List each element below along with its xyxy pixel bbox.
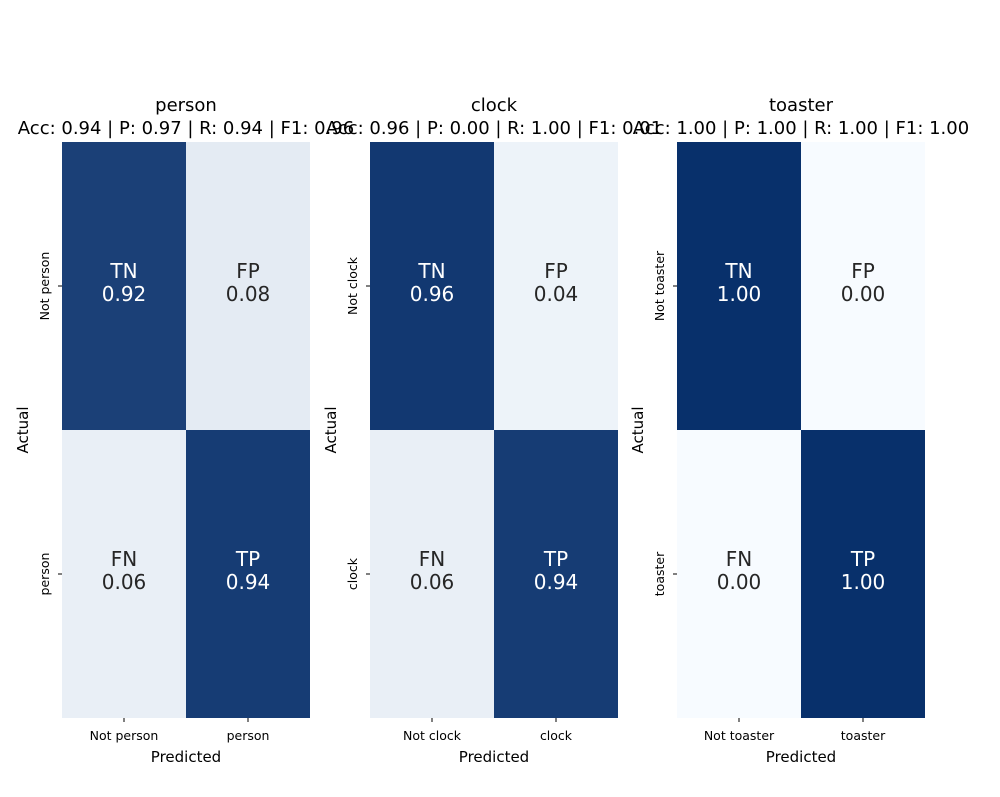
y-tick-label: clock [345,557,360,590]
y-axis-label: Actual [322,407,340,454]
y-tick-label: Not clock [345,256,360,315]
heatmap-cell-tn [677,142,801,430]
x-axis-label: Predicted [459,748,529,766]
cell-annotation: TP 1.00 [841,547,886,594]
cell-annotation: FP 0.04 [534,259,579,306]
x-tick-label: Not clock [403,728,462,743]
heatmap-cell-fp [801,142,925,430]
x-tick-label: person [227,728,270,743]
panel-title: person [155,95,217,116]
x-tick-label: Not toaster [704,728,775,743]
panel-title: clock [471,95,518,116]
y-tick-label: Not toaster [652,250,667,321]
x-tick-label: toaster [841,728,886,743]
panel-metrics-subtitle: Acc: 1.00 | P: 1.00 | R: 1.00 | F1: 1.00 [633,118,969,139]
y-tick-label: person [37,553,52,596]
heatmap-cell-fn [370,430,494,718]
x-tick-label: clock [540,728,573,743]
x-tick-label: Not person [90,728,159,743]
y-axis-label: Actual [14,407,32,454]
cell-annotation: FN 0.00 [717,547,762,594]
cell-annotation: FP 0.08 [226,259,271,306]
heatmap-cell-tp [186,430,310,718]
y-tick-label: toaster [652,551,667,596]
y-tick-label: Not person [37,252,52,321]
y-axis-label: Actual [629,407,647,454]
cell-annotation: TN 0.92 [102,259,147,306]
heatmap-cell-fn [62,430,186,718]
heatmap-cell-fp [186,142,310,430]
x-axis-label: Predicted [766,748,836,766]
cell-annotation: FN 0.06 [102,547,147,594]
heatmap-cell-fp [494,142,618,430]
x-axis-label: Predicted [151,748,221,766]
panel-metrics-subtitle: Acc: 0.96 | P: 0.00 | R: 1.00 | F1: 0.01 [326,118,662,139]
cell-annotation: TP 0.94 [534,547,579,594]
heatmap-cell-fn [677,430,801,718]
heatmap-cell-tp [801,430,925,718]
cell-annotation: TP 0.94 [226,547,271,594]
cell-annotation: TN 1.00 [717,259,762,306]
heatmap-cell-tn [62,142,186,430]
cell-annotation: TN 0.96 [410,259,455,306]
panel-metrics-subtitle: Acc: 0.94 | P: 0.97 | R: 0.94 | F1: 0.96 [18,118,354,139]
panel-title: toaster [769,95,834,116]
cell-annotation: FN 0.06 [410,547,455,594]
heatmap-cell-tn [370,142,494,430]
cell-annotation: FP 0.00 [841,259,886,306]
heatmap-cell-tp [494,430,618,718]
